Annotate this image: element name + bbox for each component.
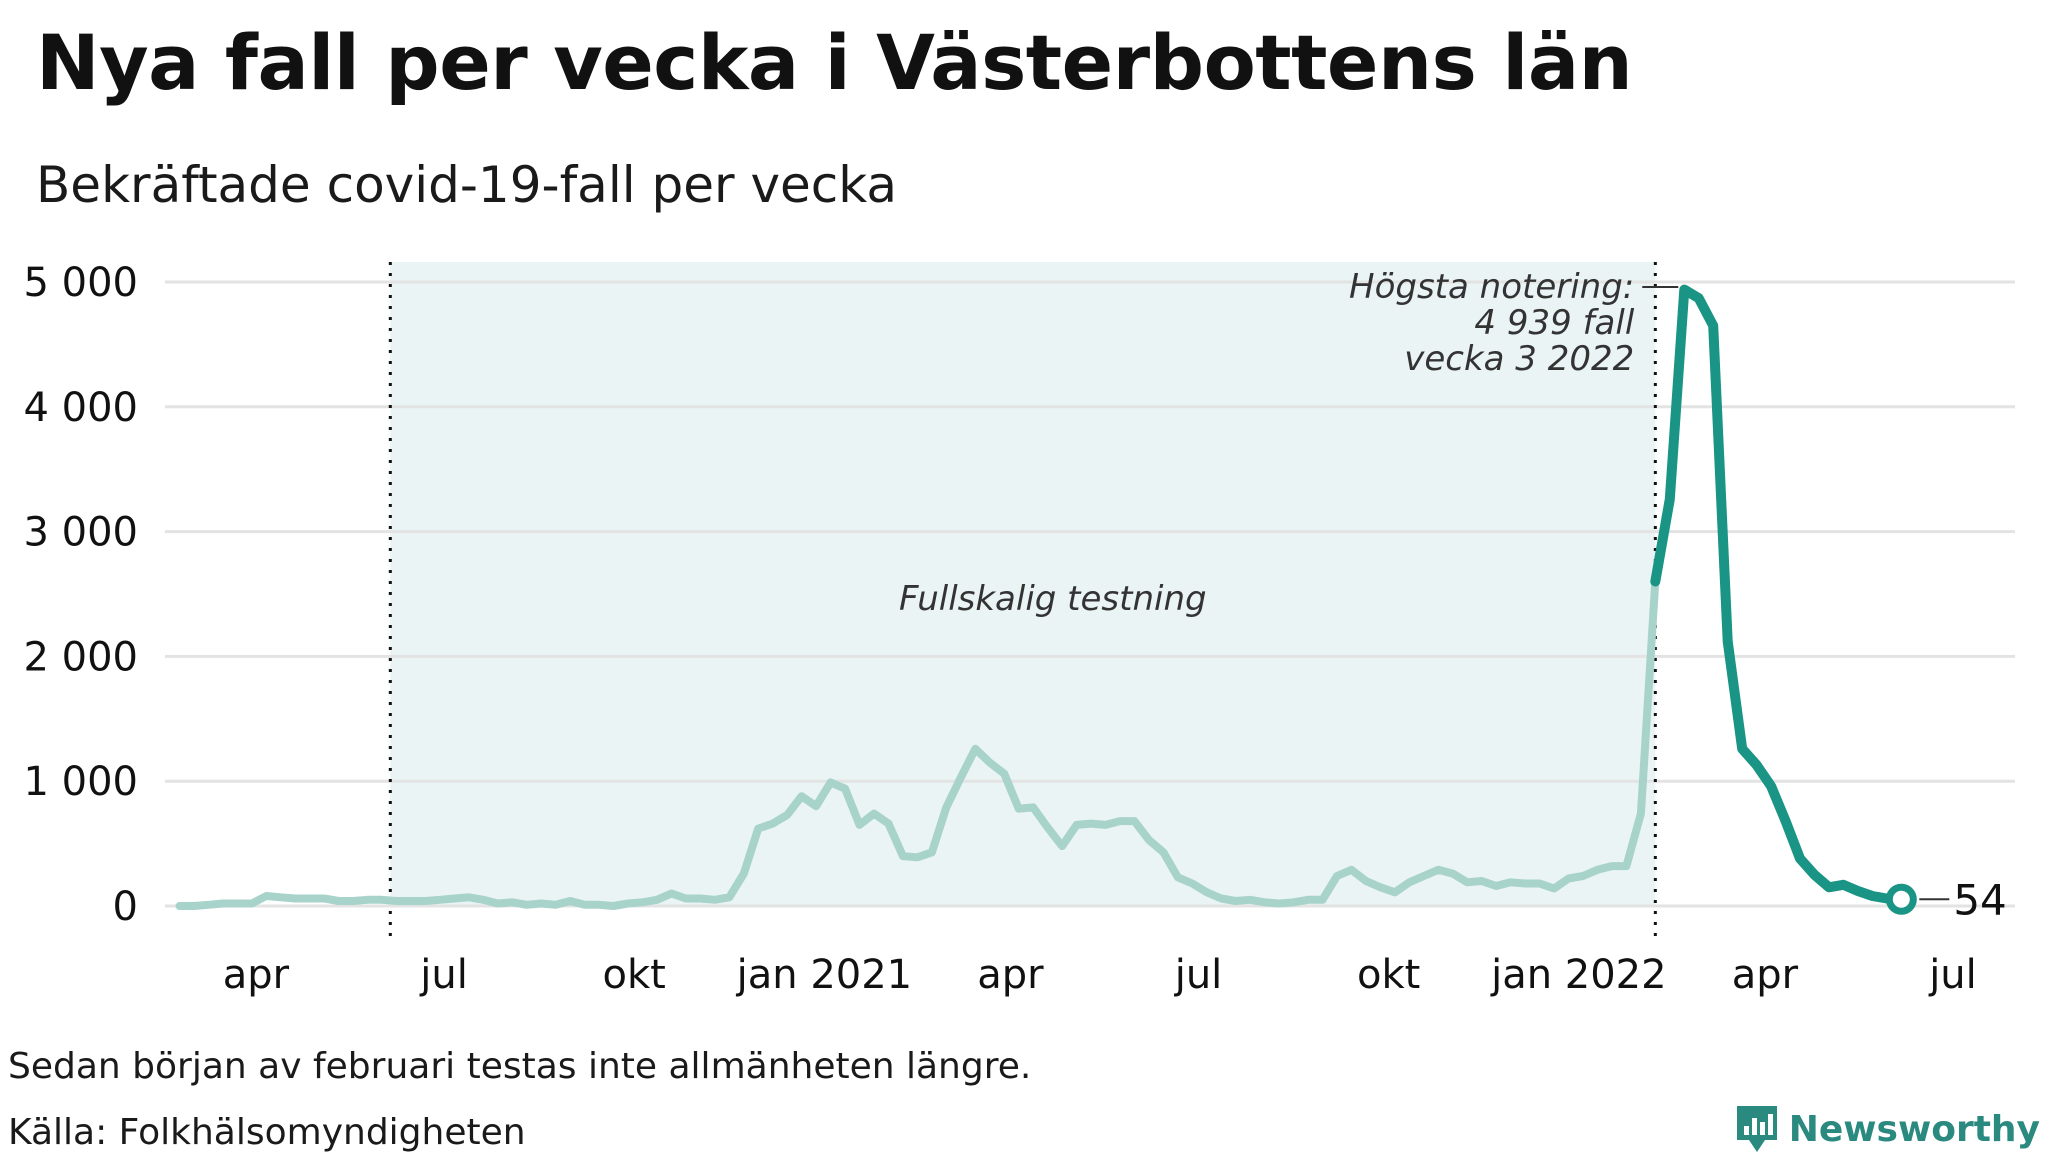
y-tick-label: 1 000 [23,759,138,805]
chart-subtitle: Bekräftade covid-19-fall per vecka [36,156,898,214]
x-tick-label: jan 2021 [736,952,913,998]
peak-annotation-line: Högsta notering: [1349,267,1634,307]
x-tick-label: apr [223,952,290,998]
newsworthy-logo-icon [1736,1106,1777,1152]
y-tick-label: 0 [113,884,138,930]
shaded-period-label: Fullskalig testning [899,579,1207,619]
peak-annotation-line: vecka 3 2022 [1404,339,1634,379]
y-tick-label: 2 000 [23,634,138,680]
x-tick-label: apr [977,952,1044,998]
brand-name: Newsworthy [1788,1108,2040,1150]
peak-annotation-line: 4 939 fall [1474,303,1634,343]
x-tick-label: jul [1174,952,1223,998]
footnote: Sedan början av februari testas inte all… [8,1046,1032,1087]
series-line-full-testing [175,577,1660,910]
chart-title: Nya fall per vecka i Västerbottens län [36,18,1633,107]
source-note: Källa: Folkhälsomyndigheten [8,1112,526,1153]
y-tick-label: 4 000 [23,385,138,431]
y-tick-label: 3 000 [23,510,138,556]
x-tick-label: jul [1928,952,1977,998]
y-tick-label: 5 000 [23,260,138,306]
end-point-marker [1885,883,1917,915]
shaded-period [390,262,1656,906]
end-value-label: 54 [1953,875,2006,924]
x-tick-label: apr [1732,952,1799,998]
x-tick-label: jan 2022 [1490,952,1667,998]
x-tick-label: jul [419,952,468,998]
x-tick-label: okt [603,952,666,998]
series-line-after-testing [1650,284,1907,905]
brand-logo[interactable]: Newsworthy [1735,1104,2040,1154]
x-tick-label: okt [1357,952,1420,998]
